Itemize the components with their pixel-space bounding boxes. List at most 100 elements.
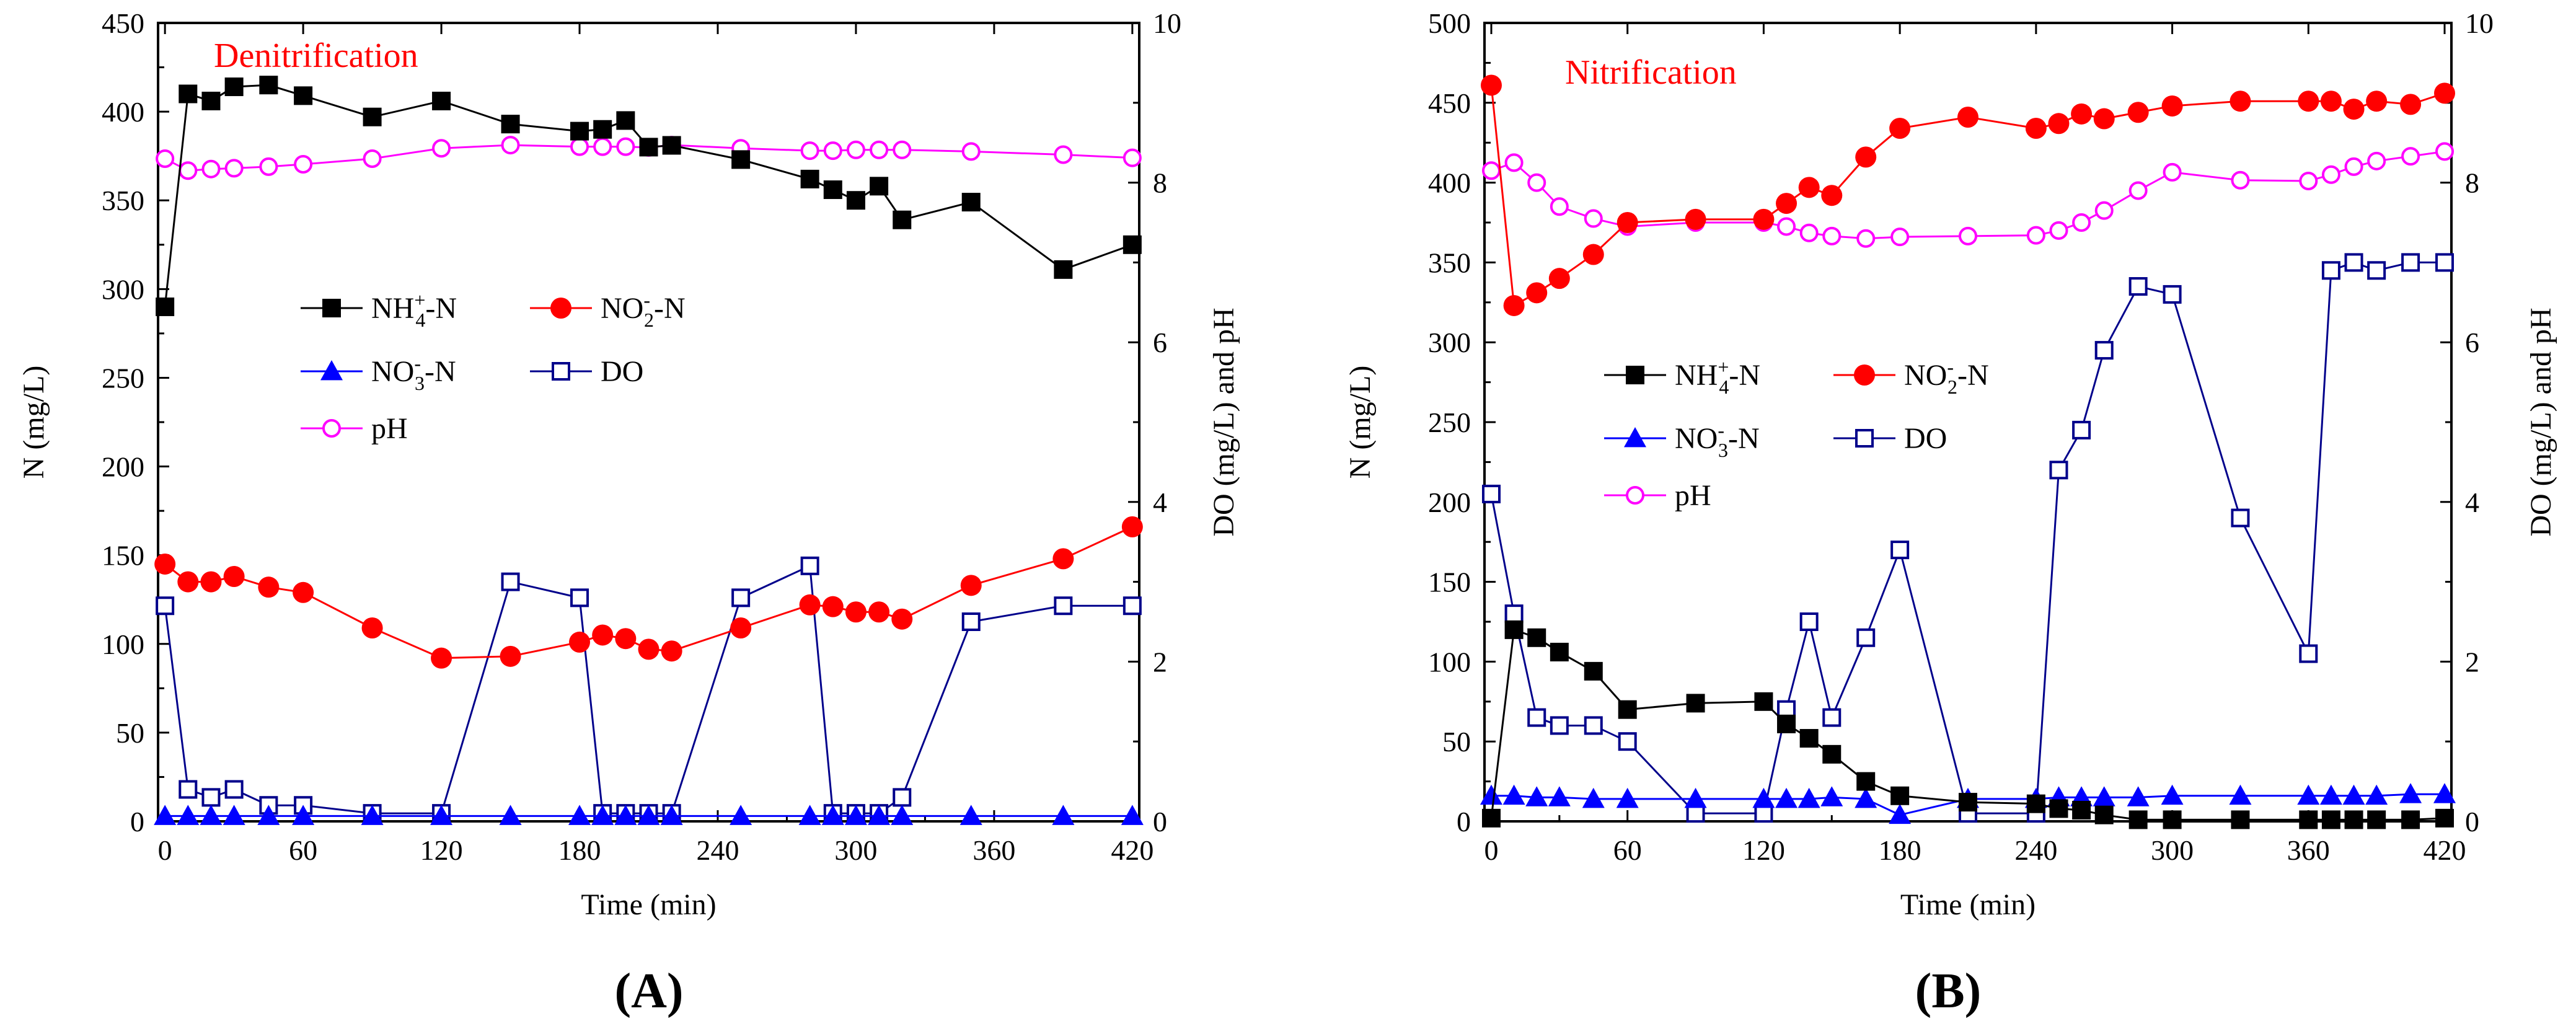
data-point-ph [501,136,520,155]
data-point-no2 [1480,74,1502,96]
legend-text-part: - [1718,419,1724,441]
y2-tick-label: 2 [2465,646,2479,678]
data-point-no3 [499,805,522,825]
data-point-no2 [1889,118,1911,139]
data-point-no2 [1855,146,1877,168]
data-point-no2 [845,601,867,623]
data-point-ph [2072,213,2091,232]
data-point-no2 [1957,106,1978,128]
data-point-ph [2321,165,2340,184]
data-point-no3 [568,805,591,825]
data-point-ph [823,141,842,161]
data-point-nh4 [179,84,198,104]
data-point-no3 [177,805,200,825]
data-point-no2 [2400,94,2422,115]
data-point-nh4 [639,138,658,157]
y2-tick-label: 4 [2465,487,2479,518]
legend-label-nh4: NH+ 4-N [1675,356,1760,398]
data-point-no3 [1855,787,1877,808]
data-point-nh4 [363,107,382,126]
data-point-ph [201,159,221,179]
legend-marker-nh4 [1626,366,1644,384]
data-point-ph [616,137,635,156]
data-point-nh4 [2163,810,2182,829]
legend-text-part: - [643,289,650,311]
data-point-nh4 [662,136,681,155]
data-point-no2 [1526,282,1548,304]
data-point-no3 [2433,783,2456,803]
legend-marker-no3 [320,360,343,381]
y2-tick-label: 8 [1153,167,1167,199]
data-point-no2 [638,638,659,660]
data-point-ph [1890,227,1910,247]
data-point-ph [363,149,382,168]
data-point-no2 [2127,102,2149,123]
x-tick-label: 180 [1879,834,1921,866]
data-point-no3 [2093,786,2115,806]
data-point-nh4 [2049,799,2068,818]
data-point-do [2049,461,2068,480]
x-tick-label: 0 [1484,834,1498,866]
data-point-no3 [660,805,683,825]
data-point-nh4 [1054,260,1073,279]
legend-label-nh4: NH+ 4-N [371,289,457,331]
data-point-ph [2094,201,2114,220]
legend-text-part: 4 [1719,376,1729,398]
data-point-ph [961,142,981,161]
data-point-nh4 [2435,808,2455,828]
legend-text-part: pH [1675,479,1711,512]
y2-tick-label: 4 [1153,487,1167,518]
y-tick-label: 300 [102,273,144,305]
legend-label-no3: NO-3-N [1675,419,1760,461]
y-tick-label: 100 [1428,646,1471,678]
data-point-ph [2026,226,2045,245]
data-point-nh4 [224,77,244,97]
data-point-no2 [223,566,245,588]
data-point-ph [2231,170,2250,190]
legend-text-part: - [414,352,421,374]
data-point-no3 [959,805,982,825]
data-point-no3 [1616,787,1639,808]
data-point-no2 [799,594,821,616]
data-point-no2 [569,631,591,653]
data-point-no3 [200,805,223,825]
data-point-nh4 [800,169,819,188]
legend-text-part: 3 [1718,439,1728,461]
data-point-ph [893,140,912,159]
data-point-no3 [614,805,637,825]
data-point-do [1799,612,1819,631]
data-point-do [1481,484,1501,503]
data-point-nh4 [1777,714,1796,733]
data-point-no3 [2399,783,2422,803]
legend-label-ph: pH [1675,479,1711,512]
y-tick-label: 300 [1428,327,1471,358]
legend-text-part: + [414,289,425,311]
legend-marker-ph [1626,486,1644,505]
legend-text-part: + [1718,356,1729,378]
y2-axis-label: DO (mg/L) and pH [2525,307,2557,536]
legend-marker-ph [322,419,341,438]
data-point-do [201,788,221,807]
data-point-no3 [257,805,280,825]
y2-tick-label: 10 [2465,7,2494,39]
data-point-ph [156,149,175,168]
legend-text-part: 3 [415,372,425,394]
series-nh4 [1481,620,2455,829]
legend-text-part: 2 [644,309,654,331]
chart-title: Nitrification [1565,53,1737,92]
data-point-no3 [1121,805,1144,825]
y-tick-label: 450 [1428,87,1471,119]
data-point-nh4 [2401,810,2420,829]
legend-label-no2: NO-2-N [601,289,686,331]
data-point-do [893,788,912,807]
data-point-no2 [2366,91,2388,112]
x-tick-label: 240 [2014,834,2057,866]
x-tick-label: 300 [834,834,877,866]
y-tick-label: 50 [116,717,144,749]
data-point-do [731,588,751,607]
data-point-no2 [1776,193,1797,214]
data-point-nh4 [570,121,589,141]
data-point-nh4 [201,91,221,110]
data-point-no3 [1052,805,1075,825]
